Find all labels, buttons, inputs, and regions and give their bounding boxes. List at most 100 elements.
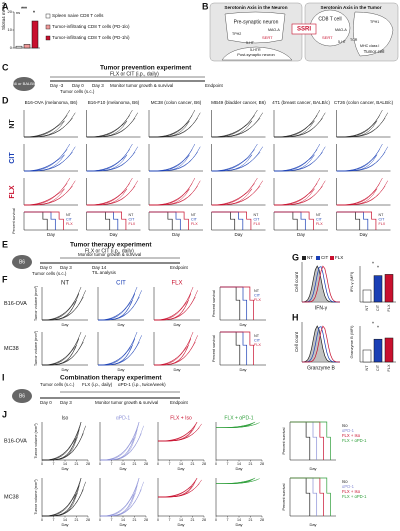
diagram-title: Serotonin Axis in the Neuron — [224, 5, 287, 10]
label: 7 — [169, 518, 171, 522]
growth-curve — [154, 335, 198, 366]
label: 28 — [260, 518, 264, 522]
survival-curve — [149, 211, 173, 230]
label: CD8 T cell — [318, 16, 341, 22]
growth-curve — [154, 341, 196, 366]
axes — [86, 178, 141, 206]
growth-curve — [42, 293, 80, 321]
growth-curve — [42, 425, 86, 461]
survival-curve — [274, 211, 314, 230]
label: 0 — [10, 45, 13, 50]
label: B16-OVA — [4, 438, 27, 444]
label: MC38 — [4, 494, 19, 500]
growth-curve — [274, 112, 326, 138]
label: * — [377, 265, 379, 271]
label: 7 — [227, 518, 229, 522]
growth-curve — [154, 290, 198, 321]
label: 4T1 (breast cancer, BALB/c) — [272, 100, 330, 105]
growth-curve — [154, 338, 192, 366]
label: Day 14 — [92, 265, 107, 270]
legend-swatch — [45, 13, 51, 19]
label: Day — [61, 466, 68, 471]
growth-curve — [42, 290, 86, 321]
survival-curve — [24, 211, 48, 230]
label: αPD-1 — [116, 415, 131, 421]
label: 21 — [133, 462, 137, 466]
label: B16-OVA — [4, 301, 27, 307]
growth-curve — [98, 293, 136, 321]
axes — [86, 110, 141, 138]
axes — [97, 287, 144, 321]
survival-curve — [86, 211, 119, 230]
label: MC38 — [4, 346, 19, 352]
growth-curve — [24, 109, 71, 138]
histogram-curve — [302, 325, 340, 363]
label: IFN-γ — [315, 305, 328, 311]
label: αPD-1 — [342, 484, 355, 489]
growth-curve — [211, 177, 258, 206]
label: Cell count — [294, 271, 299, 292]
label: Granzyme B (MFI) — [349, 325, 354, 359]
label: Tumor cells (s.c.) — [60, 89, 95, 94]
survival-curve — [290, 477, 331, 516]
growth-curve — [274, 154, 315, 172]
label: B16-F10 (melanoma, B6) — [88, 100, 140, 105]
label: MHC class I — [360, 44, 379, 48]
axes — [23, 212, 78, 231]
label: 28 — [260, 462, 264, 466]
section-title: Combination therapy experiment — [60, 375, 162, 382]
label: Post-synaptic neuron — [237, 52, 275, 57]
growth-curve — [336, 109, 383, 138]
label: NT — [66, 213, 72, 217]
label: FLX — [387, 304, 391, 311]
label: Slc6a4 mRNA — [1, 2, 6, 30]
label: 28 — [86, 518, 90, 522]
label: B16-OVA (melanoma, B6) — [25, 100, 78, 105]
label: Day — [61, 322, 68, 327]
growth-curve — [98, 335, 142, 366]
label: 7 — [53, 518, 55, 522]
growth-curve — [98, 296, 140, 321]
label: CIT — [66, 217, 73, 221]
label: Day — [177, 522, 184, 527]
growth-curve — [86, 117, 136, 138]
label: 14 — [63, 518, 67, 522]
label: Day — [119, 466, 126, 471]
growth-curve — [86, 154, 128, 172]
label: CIT — [316, 217, 323, 221]
survival-curve — [220, 331, 254, 365]
growth-curve — [216, 477, 256, 484]
label: Day — [239, 367, 246, 372]
label: CIT — [254, 339, 261, 343]
label: 5-HT — [338, 40, 347, 44]
growth-curve — [274, 151, 323, 172]
label: Day — [177, 466, 184, 471]
label: NT — [254, 213, 260, 217]
axes — [86, 144, 141, 172]
label: Day — [235, 522, 242, 527]
growth-curve — [274, 117, 323, 138]
label: 21 — [75, 462, 79, 466]
growth-curve — [149, 143, 196, 172]
tumor-shape — [353, 11, 394, 57]
axes — [153, 332, 200, 366]
label: NT — [365, 305, 369, 311]
label: 14 — [63, 462, 67, 466]
label: CIT — [321, 255, 329, 260]
label: 21 — [249, 518, 253, 522]
growth-curve — [158, 479, 202, 498]
label: Tumor volume (mm³) — [34, 330, 38, 366]
label: *** — [21, 6, 27, 12]
growth-curve — [149, 154, 190, 172]
label: * — [33, 10, 35, 16]
panel-letter: A — [2, 1, 9, 11]
axes — [273, 178, 328, 206]
growth-curve — [211, 109, 258, 138]
growth-curve — [100, 421, 140, 461]
bar — [15, 45, 23, 49]
label: 28 — [202, 462, 206, 466]
label: Day — [172, 232, 181, 237]
mouse-icon — [12, 255, 32, 269]
axes — [219, 332, 266, 366]
